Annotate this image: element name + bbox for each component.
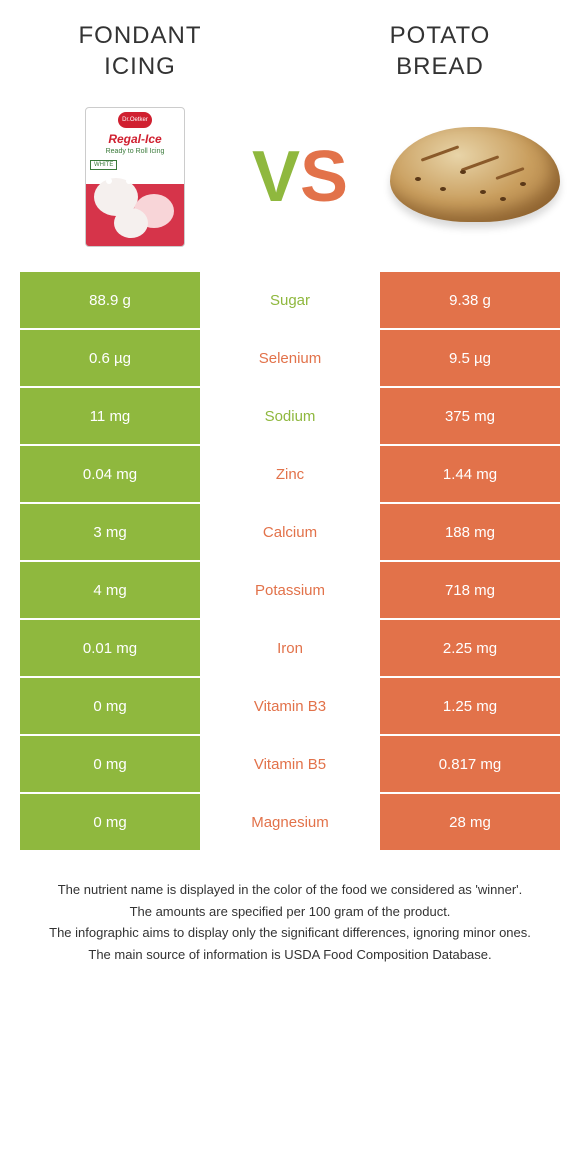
left-value: 0.04 mg: [20, 446, 200, 502]
table-row: 0.04 mgZinc1.44 mg: [20, 446, 560, 502]
table-row: 88.9 gSugar9.38 g: [20, 272, 560, 328]
right-value: 9.38 g: [380, 272, 560, 328]
table-row: 0.01 mgIron2.25 mg: [20, 620, 560, 676]
right-value: 9.5 µg: [380, 330, 560, 386]
vs-v: V: [252, 137, 300, 217]
fondant-image: Dr.Oetker Regal-Ice Ready to Roll Icing …: [60, 102, 210, 252]
left-title-1: FONDANT: [79, 22, 202, 49]
table-row: 0 mgVitamin B31.25 mg: [20, 678, 560, 734]
table-row: 11 mgSodium375 mg: [20, 388, 560, 444]
vs-s: S: [300, 137, 348, 217]
right-title: POTATO BREAD: [350, 20, 530, 82]
table-row: 3 mgCalcium188 mg: [20, 504, 560, 560]
table-row: 0 mgMagnesium28 mg: [20, 794, 560, 850]
footer-notes: The nutrient name is displayed in the co…: [30, 880, 550, 964]
nutrient-label: Zinc: [200, 446, 380, 502]
left-title-2: ICING: [104, 53, 176, 80]
left-value: 0 mg: [20, 678, 200, 734]
footer-line-3: The infographic aims to display only the…: [30, 923, 550, 943]
left-value: 0.6 µg: [20, 330, 200, 386]
right-title-2: BREAD: [396, 53, 484, 80]
footer-line-1: The nutrient name is displayed in the co…: [30, 880, 550, 900]
nutrient-label: Magnesium: [200, 794, 380, 850]
nutrient-label: Potassium: [200, 562, 380, 618]
right-value: 2.25 mg: [380, 620, 560, 676]
nutrient-label: Sodium: [200, 388, 380, 444]
right-value: 718 mg: [380, 562, 560, 618]
left-value: 0 mg: [20, 794, 200, 850]
comparison-table: 88.9 gSugar9.38 g0.6 µgSelenium9.5 µg11 …: [20, 272, 560, 850]
right-value: 375 mg: [380, 388, 560, 444]
nutrient-label: Calcium: [200, 504, 380, 560]
footer-line-2: The amounts are specified per 100 gram o…: [30, 902, 550, 922]
pkg-sub: Ready to Roll Icing: [86, 148, 184, 155]
bread-image: [390, 102, 540, 252]
right-value: 188 mg: [380, 504, 560, 560]
right-value: 0.817 mg: [380, 736, 560, 792]
left-value: 4 mg: [20, 562, 200, 618]
pkg-tag: WHITE: [90, 160, 117, 170]
table-row: 4 mgPotassium718 mg: [20, 562, 560, 618]
nutrient-label: Iron: [200, 620, 380, 676]
nutrient-label: Sugar: [200, 272, 380, 328]
left-value: 11 mg: [20, 388, 200, 444]
right-value: 1.25 mg: [380, 678, 560, 734]
right-value: 1.44 mg: [380, 446, 560, 502]
table-row: 0.6 µgSelenium9.5 µg: [20, 330, 560, 386]
right-title-1: POTATO: [390, 22, 491, 49]
left-title: FONDANT ICING: [50, 20, 230, 82]
footer-line-4: The main source of information is USDA F…: [30, 945, 550, 965]
table-row: 0 mgVitamin B50.817 mg: [20, 736, 560, 792]
pkg-name: Regal-Ice: [86, 132, 184, 146]
left-value: 88.9 g: [20, 272, 200, 328]
nutrient-label: Vitamin B5: [200, 736, 380, 792]
left-value: 3 mg: [20, 504, 200, 560]
nutrient-label: Vitamin B3: [200, 678, 380, 734]
left-value: 0 mg: [20, 736, 200, 792]
left-value: 0.01 mg: [20, 620, 200, 676]
right-value: 28 mg: [380, 794, 560, 850]
vs-label: VS: [240, 136, 360, 218]
nutrient-label: Selenium: [200, 330, 380, 386]
pkg-logo: Dr.Oetker: [118, 112, 152, 128]
